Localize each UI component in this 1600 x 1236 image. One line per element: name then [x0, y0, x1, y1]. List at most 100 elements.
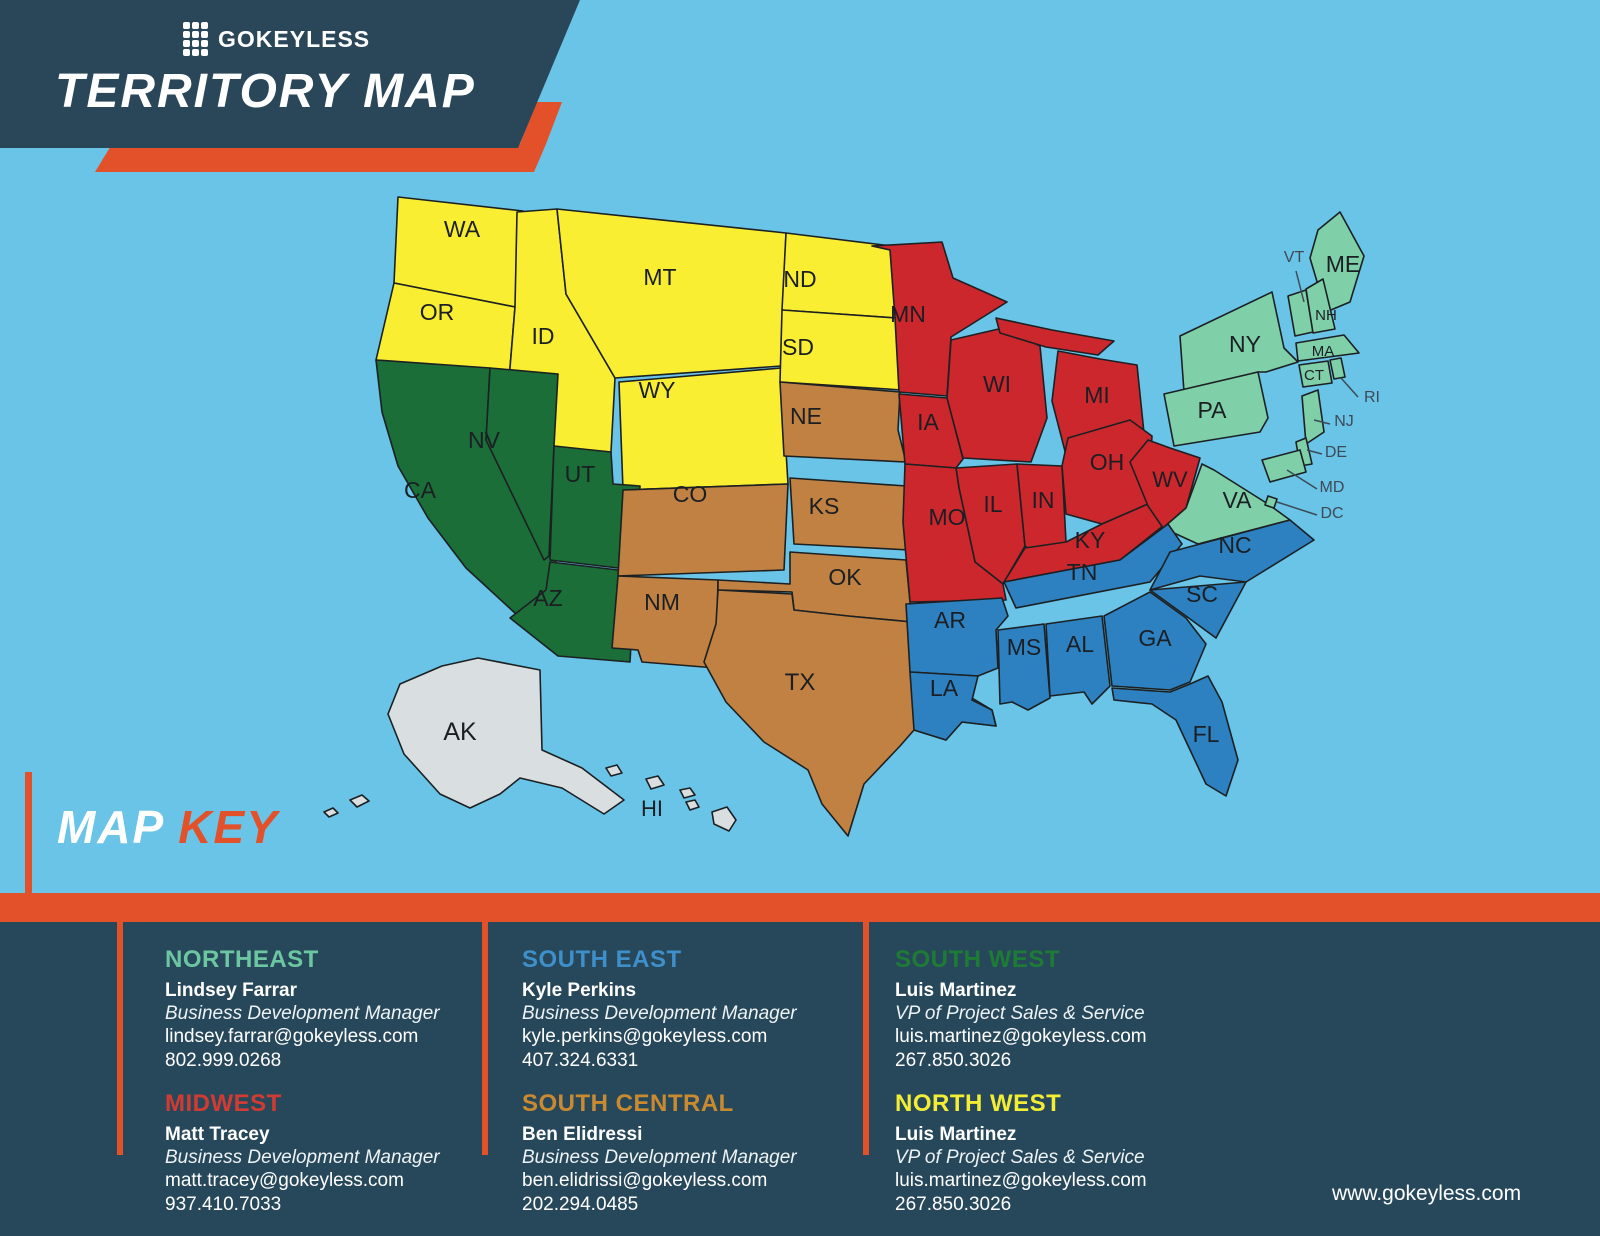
state-label-DE: DE [1325, 444, 1347, 461]
region-heading: SOUTH CENTRAL [522, 1090, 734, 1117]
state-label-DC: DC [1320, 505, 1343, 522]
state-label-NM: NM [644, 589, 680, 615]
state-label-MD: MD [1320, 479, 1345, 496]
state-LA [909, 671, 997, 741]
state-NH [1305, 278, 1336, 334]
state-label-CA: CA [404, 477, 437, 503]
state-label-TX: TX [785, 669, 816, 696]
person-email[interactable]: kyle.perkins@gokeyless.com [522, 1026, 768, 1048]
state-AL [1045, 615, 1111, 705]
state-label-NJ: NJ [1334, 413, 1354, 430]
state-label-MA: MA [1312, 343, 1335, 360]
state-label-OK: OK [828, 564, 862, 590]
state-IA [898, 393, 964, 469]
state-MS [997, 623, 1051, 711]
state-label-KS: KS [809, 493, 840, 519]
state-label-MT: MT [643, 264, 676, 290]
person-name: Matt Tracey [165, 1124, 270, 1145]
state-label-ND: ND [783, 266, 816, 292]
person-email[interactable]: lindsey.farrar@gokeyless.com [165, 1026, 419, 1048]
leader-line-VT [1295, 270, 1305, 303]
state-label-AZ: AZ [533, 585, 562, 611]
leader-line-MD [1286, 469, 1318, 490]
leader-line-DC [1276, 501, 1318, 516]
state-label-WI: WI [983, 371, 1011, 397]
state-RI [1329, 357, 1346, 380]
region-heading: MIDWEST [165, 1090, 282, 1117]
state-label-SD: SD [782, 334, 814, 360]
state-label-KY: KY [1075, 527, 1106, 553]
state-MO [902, 463, 1007, 603]
state-WV [1129, 439, 1201, 529]
state-label-MN: MN [890, 301, 926, 327]
state-MD [1261, 449, 1307, 483]
map-key-word2: KEY [178, 801, 279, 853]
person-name: Lindsey Farrar [165, 980, 297, 1001]
state-label-LA: LA [930, 675, 959, 701]
state-label-ID: ID [532, 323, 555, 349]
region-heading: NORTH WEST [895, 1090, 1062, 1117]
person-phone: 267.850.3026 [895, 1049, 1012, 1071]
person-title: Business Development Manager [522, 1003, 797, 1025]
state-label-WA: WA [444, 216, 481, 242]
state-label-PA: PA [1198, 397, 1228, 423]
state-label-OH: OH [1090, 449, 1125, 475]
column-divider [117, 922, 123, 1155]
state-GA [1103, 591, 1207, 691]
state-MT [556, 208, 787, 379]
column-divider [863, 922, 869, 1155]
state-FL [1111, 675, 1239, 797]
state-SC [1149, 581, 1247, 639]
state-label-MI: MI [1084, 382, 1110, 408]
person-name: Kyle Perkins [522, 980, 637, 1001]
person-title: Business Development Manager [165, 1003, 440, 1025]
state-label-GA: GA [1138, 625, 1172, 651]
state-label-WY: WY [638, 377, 675, 403]
leader-line-DE [1306, 449, 1323, 455]
region-heading: SOUTH EAST [522, 946, 682, 973]
state-MA [1295, 334, 1360, 362]
state-label-CT: CT [1304, 367, 1324, 384]
region-card: SOUTH CENTRAL Ben Elidressi Business Devel… [522, 1090, 862, 1216]
region-card: NORTH WEST Luis Martinez VP of Project Sal… [895, 1090, 1235, 1216]
state-label-VA: VA [1223, 487, 1253, 513]
person-name: Luis Martinez [895, 980, 1017, 1001]
state-PA [1163, 371, 1269, 447]
state-label-HI: HI [641, 796, 663, 821]
state-label-RI: RI [1364, 389, 1380, 406]
state-label-NV: NV [468, 427, 501, 453]
map-key-accent-bar [25, 772, 32, 893]
state-NV [485, 367, 559, 561]
region-card: SOUTH EAST Kyle Perkins Business Developme… [522, 946, 862, 1072]
state-TN [1003, 523, 1183, 609]
person-email[interactable]: luis.martinez@gokeyless.com [895, 1170, 1147, 1192]
state-label-VT: VT [1284, 249, 1305, 266]
map-key-label: MAP KEY [57, 800, 279, 854]
state-CO [617, 483, 789, 577]
person-name: Ben Elidressi [522, 1124, 643, 1145]
person-title: Business Development Manager [522, 1147, 797, 1169]
state-label-IL: IL [983, 491, 1002, 517]
person-email[interactable]: luis.martinez@gokeyless.com [895, 1026, 1147, 1048]
state-label-MS: MS [1007, 634, 1042, 660]
state-label-ME: ME [1326, 251, 1361, 277]
person-email[interactable]: ben.elidrissi@gokeyless.com [522, 1170, 768, 1192]
state-label-OR: OR [420, 299, 455, 325]
state-NJ [1301, 389, 1325, 445]
state-HI [605, 764, 737, 832]
column-divider [482, 922, 488, 1155]
state-label-NH: NH [1315, 307, 1337, 324]
person-phone: 202.294.0485 [522, 1193, 639, 1215]
state-UT [549, 445, 641, 571]
person-title: VP of Project Sales & Service [895, 1003, 1145, 1025]
region-card: NORTHEAST Lindsey Farrar Business Developm… [165, 946, 505, 1072]
person-email[interactable]: matt.tracey@gokeyless.com [165, 1170, 404, 1192]
person-phone: 937.410.7033 [165, 1193, 282, 1215]
brand: GOKEYLESS [183, 22, 370, 56]
leader-line-NJ [1313, 419, 1331, 425]
website-link[interactable]: www.gokeyless.com [1332, 1182, 1522, 1205]
state-label-NC: NC [1218, 532, 1251, 558]
state-label-AR: AR [934, 607, 966, 633]
state-label-IN: IN [1032, 487, 1055, 513]
person-title: Business Development Manager [165, 1147, 440, 1169]
